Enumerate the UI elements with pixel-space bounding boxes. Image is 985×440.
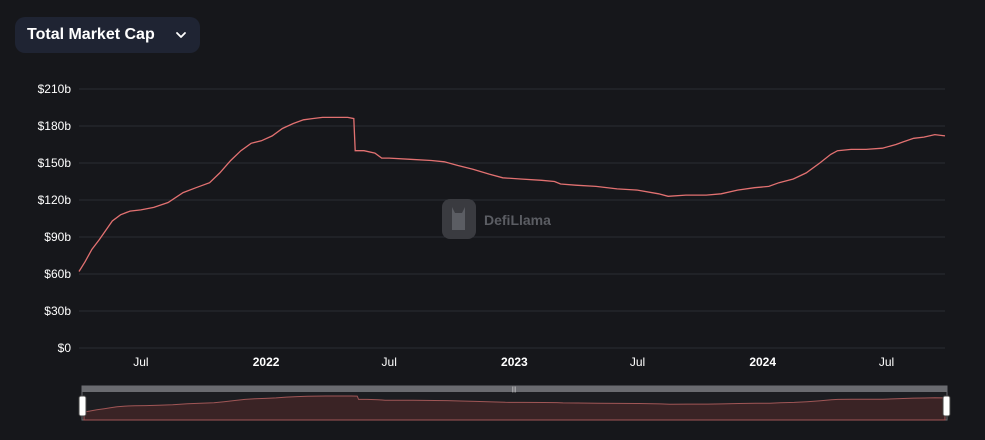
brush-handle-right[interactable] (942, 395, 951, 417)
brush-top-bar[interactable] (82, 386, 947, 392)
y-tick-label: $150b (38, 156, 72, 170)
y-tick-label: $60b (44, 267, 71, 281)
plot-area (78, 116, 946, 272)
x-tick-label: Jul (630, 355, 645, 369)
brush-handle-left[interactable] (78, 395, 87, 417)
y-tick-label: $0 (58, 341, 72, 355)
y-tick-label: $180b (38, 119, 72, 133)
x-tick-label: 2023 (501, 355, 528, 369)
x-tick-label: Jul (879, 355, 894, 369)
x-axis-ticks: Jul 2022 Jul 2023 Jul 2024 Jul (133, 355, 894, 369)
brush-grip-icon: ||| (512, 387, 517, 393)
y-tick-label: $120b (38, 193, 72, 207)
x-tick-label: 2024 (749, 355, 776, 369)
x-tick-label: Jul (382, 355, 397, 369)
series-line (78, 116, 946, 272)
range-brush[interactable]: ||| (78, 385, 951, 421)
watermark-text: DefiLlama (484, 212, 551, 228)
x-tick-label: 2022 (253, 355, 280, 369)
y-tick-label: $30b (44, 304, 71, 318)
grid-lines (79, 88, 945, 349)
y-tick-label: $90b (44, 230, 71, 244)
y-axis-ticks: $0 $30b $60b $90b $120b $150b $180b $210b (38, 82, 72, 355)
watermark: DefiLlama (442, 199, 551, 239)
x-tick-label: Jul (133, 355, 148, 369)
brush-area-series (83, 395, 946, 421)
metric-selector-label: Total Market Cap (27, 26, 155, 43)
chevron-down-icon (176, 32, 186, 38)
metric-selector[interactable]: Total Market Cap (15, 17, 200, 53)
y-tick-label: $210b (38, 82, 72, 96)
